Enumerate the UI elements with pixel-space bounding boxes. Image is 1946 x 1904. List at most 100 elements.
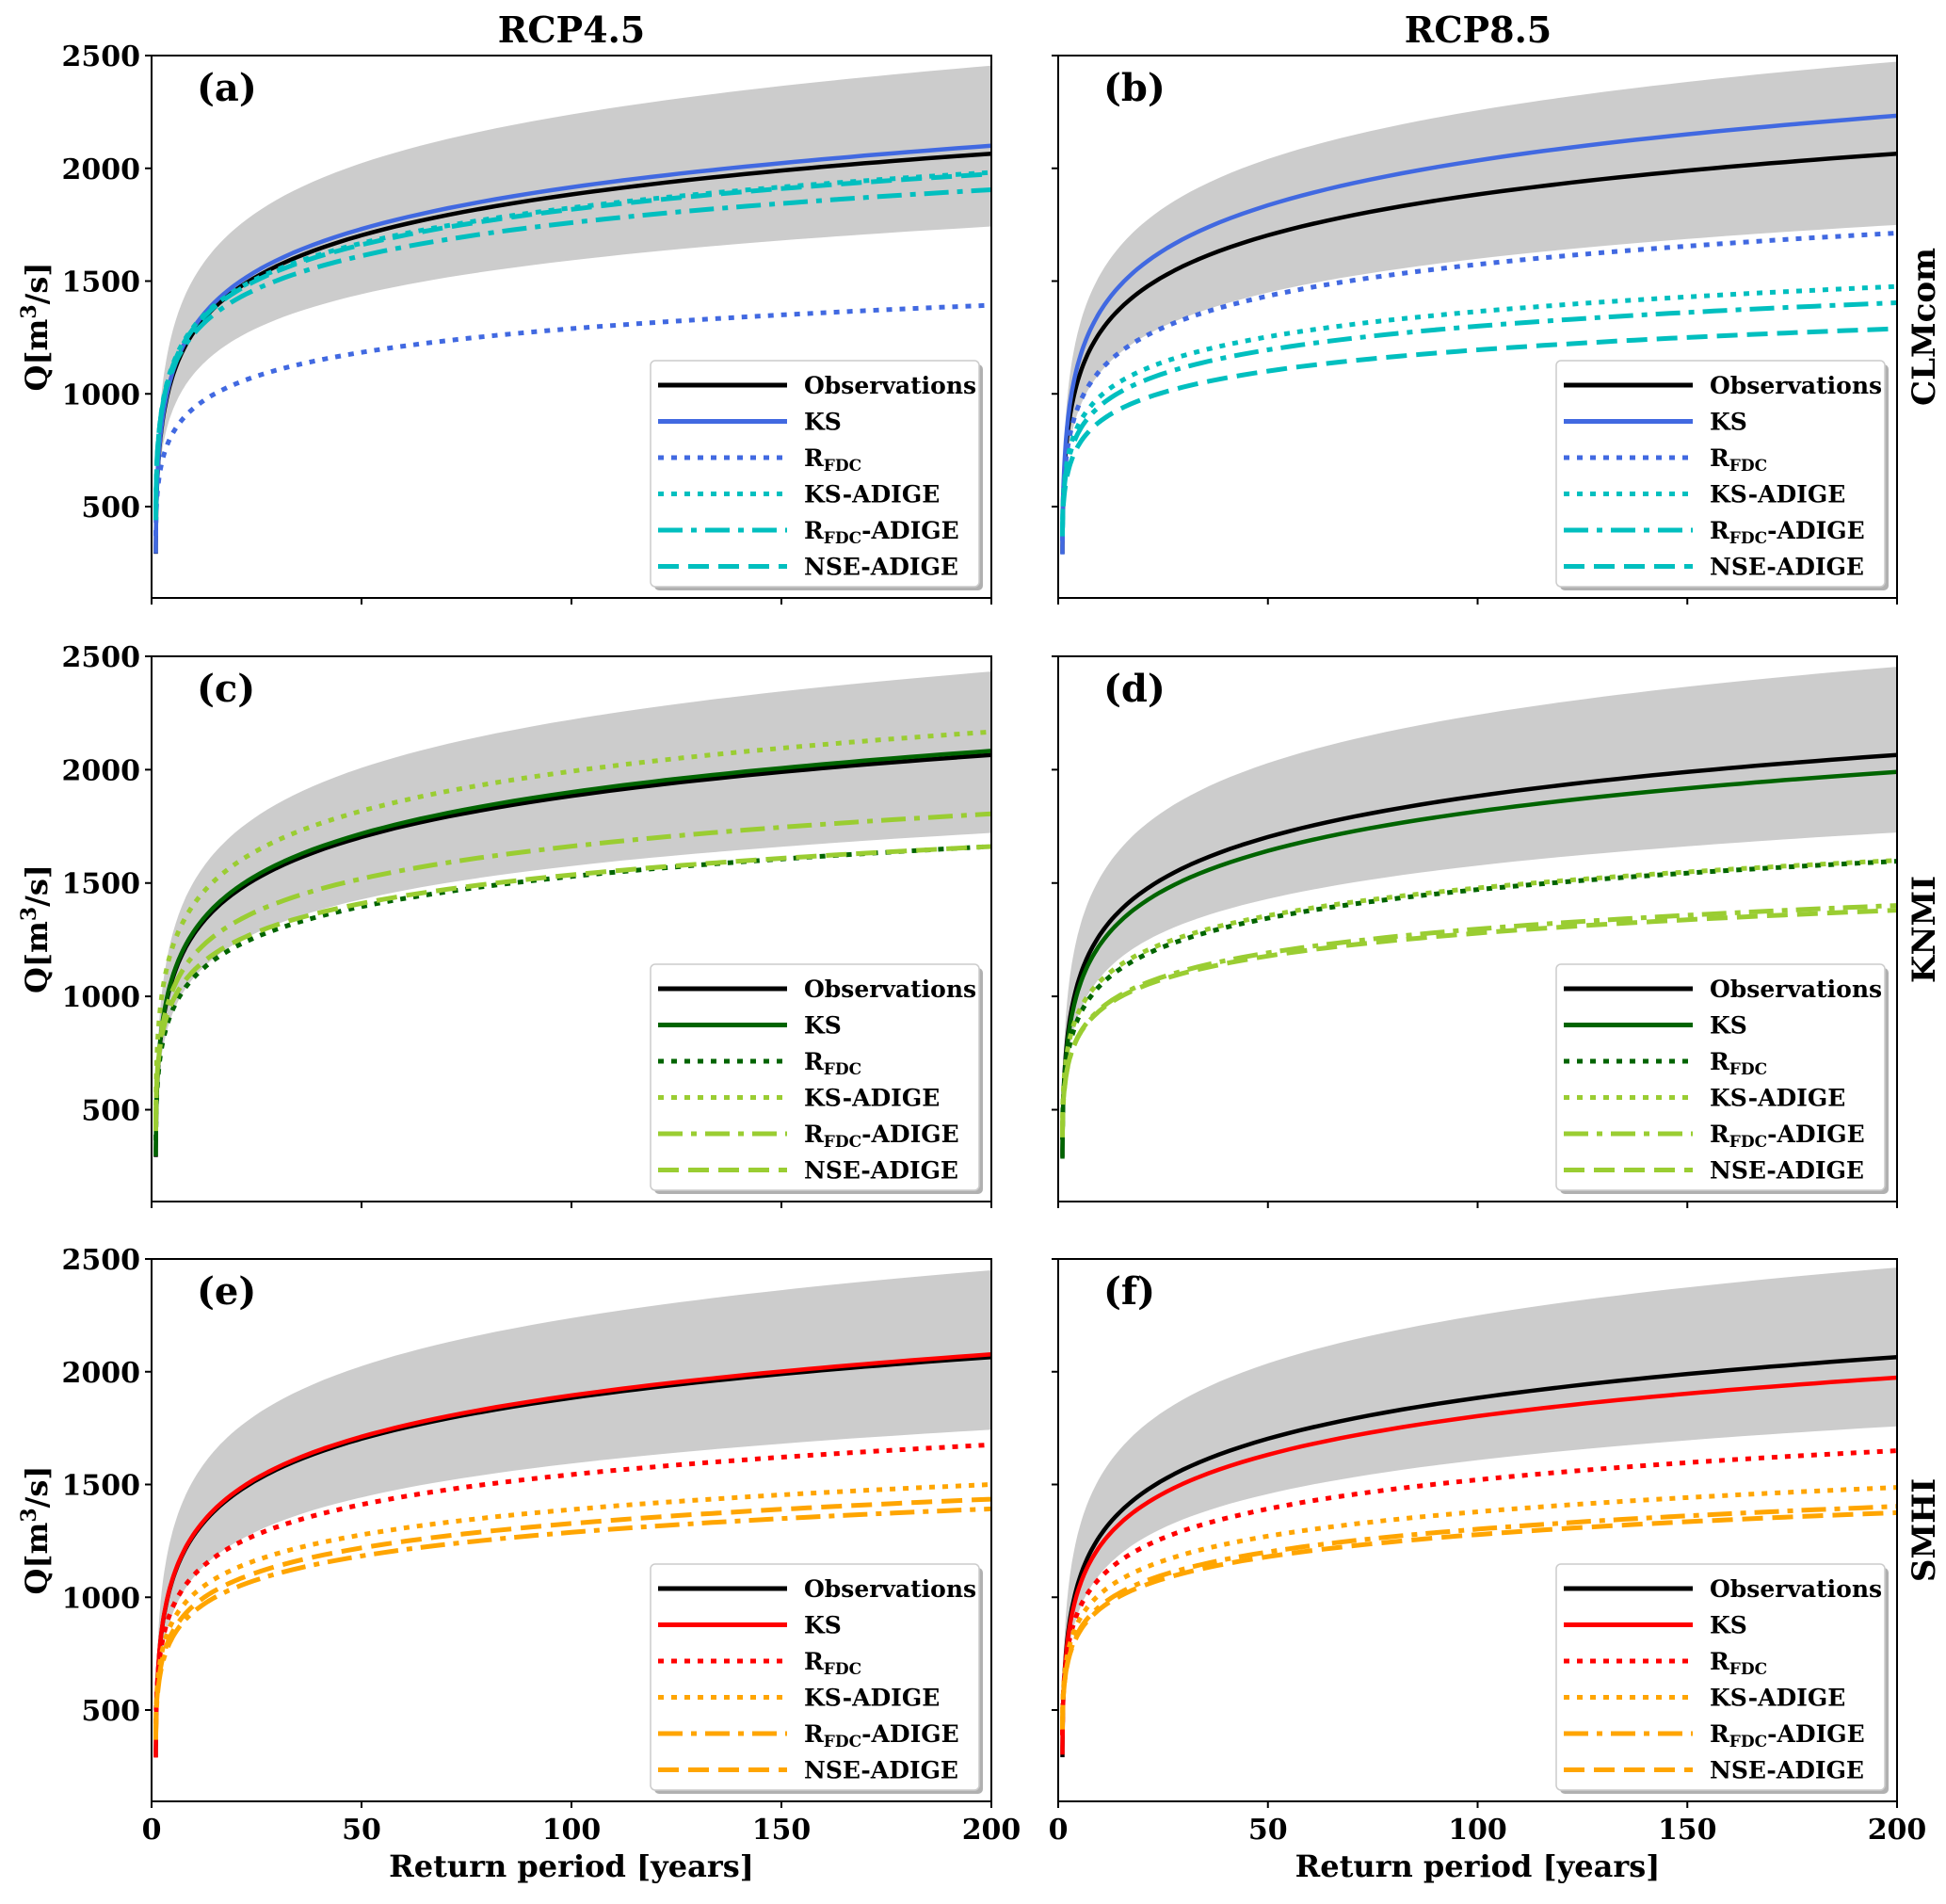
series-line-ks-adige xyxy=(1060,1485,1897,1726)
legend-label-subscript: FDC xyxy=(1729,457,1767,476)
series-line-rfdc xyxy=(153,302,991,537)
y-axis-label: Q[m3/s] xyxy=(17,864,55,993)
x-tick-label: 200 xyxy=(962,1814,1021,1847)
legend-label: KS-ADIGE xyxy=(1710,1685,1845,1712)
series-line-ks xyxy=(1060,769,1897,1159)
y-tick-label: 2000 xyxy=(62,754,141,787)
panels: 5001000150020002500Q[m3/s](a)Observation… xyxy=(17,40,1926,1884)
plot-area xyxy=(153,65,991,557)
row-label-clmcom: CLMcom xyxy=(1906,248,1943,406)
legend-box xyxy=(650,360,980,588)
x-tick-label: 50 xyxy=(342,1814,381,1847)
row-label-knmi: KNMI xyxy=(1906,876,1943,983)
legend-label: NSE-ADIGE xyxy=(804,1757,958,1784)
y-tick-label: 1000 xyxy=(62,379,141,411)
column-title-rcp85: RCP8.5 xyxy=(1405,8,1552,51)
x-tick-label: 0 xyxy=(142,1814,162,1847)
y-tick-label: 1500 xyxy=(62,266,141,299)
panel-tag: (e) xyxy=(197,1269,256,1314)
legend: ObservationsKSRFDCKS-ADIGERFDC-ADIGENSE-… xyxy=(1555,1563,1889,1794)
legend-label-suffix: -ADIGE xyxy=(861,517,959,544)
legend-label-subscript: FDC xyxy=(1729,1733,1767,1751)
panel-tag: (c) xyxy=(197,667,255,711)
series-line-nse-adige xyxy=(1060,326,1897,537)
legend-label: KS xyxy=(1710,1612,1747,1639)
plot-area xyxy=(153,671,991,1158)
series-line-nse-adige xyxy=(1060,908,1897,1135)
panel-e: 0 50 100 150 200 Return period [years] 500 1000… xyxy=(17,1244,1021,1884)
legend: ObservationsKSRFDCKS-ADIGERFDC-ADIGENSE-… xyxy=(1555,360,1889,590)
legend-label-suffix: -ADIGE xyxy=(861,1720,959,1748)
legend-box xyxy=(650,963,980,1191)
y-tick-label: 500 xyxy=(81,1695,140,1728)
panel-c: 500 1000 1500 2000 2500 Q[m3/s] (c) Observation… xyxy=(17,641,992,1208)
series-line-nse-adige xyxy=(153,171,991,521)
legend-label-subscript: FDC xyxy=(1729,1060,1767,1079)
y-tick-label: 2500 xyxy=(62,1244,141,1277)
legend-label: NSE-ADIGE xyxy=(804,1157,958,1185)
legend-label: Observations xyxy=(804,976,976,1003)
y-axis-label-unit: /s] xyxy=(19,262,55,304)
series-line-rfdc xyxy=(1060,1448,1897,1735)
legend-label: KS-ADIGE xyxy=(804,1085,940,1112)
legend-label-subscript: FDC xyxy=(824,1733,861,1751)
legend-label-suffix: -ADIGE xyxy=(861,1121,959,1148)
legend-label-subscript: FDC xyxy=(1729,1133,1767,1152)
series-line-nse-adige xyxy=(153,1496,991,1738)
legend-label: NSE-ADIGE xyxy=(1710,1157,1864,1185)
panel-f: 0 50 100 150 200 Return period [years] (f) Obse… xyxy=(1049,1258,1926,1884)
legend-box xyxy=(1555,963,1886,1191)
legend-label: KS-ADIGE xyxy=(804,1685,940,1712)
legend: ObservationsKSRFDCKS-ADIGERFDC-ADIGENSE-… xyxy=(650,1563,983,1794)
y-axis-label: Q[m3/s] xyxy=(17,262,55,391)
series-line-rfdc-adige xyxy=(153,187,991,513)
y-axis-label: Q[m3/s] xyxy=(17,1465,55,1594)
y-axis-label-exponent: 3 xyxy=(17,304,41,318)
row-label-smhi: SMHI xyxy=(1906,1478,1943,1582)
uncertainty-band xyxy=(155,671,991,1158)
series-line-ks-adige xyxy=(153,729,991,1119)
y-tick-label: 1000 xyxy=(62,981,141,1014)
panel-tag: (d) xyxy=(1103,667,1166,711)
legend: ObservationsKSRFDCKS-ADIGERFDC-ADIGENSE-… xyxy=(650,360,983,590)
uncertainty-band xyxy=(1062,1267,1897,1758)
x-tick-label: 50 xyxy=(1248,1814,1288,1847)
legend: ObservationsKSRFDCKS-ADIGERFDC-ADIGENSE-… xyxy=(650,963,983,1194)
y-tick-label: 1000 xyxy=(62,1582,141,1615)
y-tick-label: 2500 xyxy=(62,40,141,73)
uncertainty-band xyxy=(155,1270,991,1761)
x-axis-label: Return period [years] xyxy=(389,1848,754,1884)
y-tick-label: 1500 xyxy=(62,1470,141,1503)
legend-label: NSE-ADIGE xyxy=(1710,1757,1864,1784)
y-axis-label-exponent: 3 xyxy=(17,907,41,921)
panel-tag: (f) xyxy=(1103,1269,1155,1314)
y-tick-label: 500 xyxy=(81,492,140,524)
legend-label: Observations xyxy=(1710,372,1882,399)
x-tick-label: 100 xyxy=(542,1814,602,1847)
legend-label: Observations xyxy=(804,1575,976,1603)
legend-label-subscript: FDC xyxy=(824,1660,861,1679)
legend-label: Observations xyxy=(1710,1575,1882,1603)
legend-label: KS-ADIGE xyxy=(804,481,940,508)
legend-label-suffix: -ADIGE xyxy=(1767,517,1865,544)
y-tick-label: 2500 xyxy=(62,641,141,674)
y-tick-label: 500 xyxy=(81,1094,140,1127)
legend-label-subscript: FDC xyxy=(1729,1660,1767,1679)
series-line-ks xyxy=(1060,1375,1897,1755)
plot-area xyxy=(1060,1267,1897,1758)
legend-label: NSE-ADIGE xyxy=(1710,554,1864,581)
series-line-ks xyxy=(1060,113,1897,555)
panel-tag: (a) xyxy=(197,66,257,110)
legend-label: RFDC-ADIGE xyxy=(1710,517,1865,548)
y-tick-label: 1500 xyxy=(62,868,141,901)
legend-box xyxy=(650,1563,980,1791)
legend-label-subscript: FDC xyxy=(824,529,861,548)
x-tick-label: 150 xyxy=(1658,1814,1717,1847)
legend-label: KS xyxy=(804,409,842,436)
series-line-nse-adige xyxy=(153,844,991,1125)
legend-label: Observations xyxy=(1710,976,1882,1003)
y-axis-label-exponent: 3 xyxy=(17,1508,41,1522)
series-line-rfdc xyxy=(153,1442,991,1737)
panel-d: (d) ObservationsKSRFDCKS-ADIGERFDC-ADIGEN… xyxy=(1052,655,1898,1208)
legend: ObservationsKSRFDCKS-ADIGERFDC-ADIGENSE-… xyxy=(1555,963,1889,1194)
